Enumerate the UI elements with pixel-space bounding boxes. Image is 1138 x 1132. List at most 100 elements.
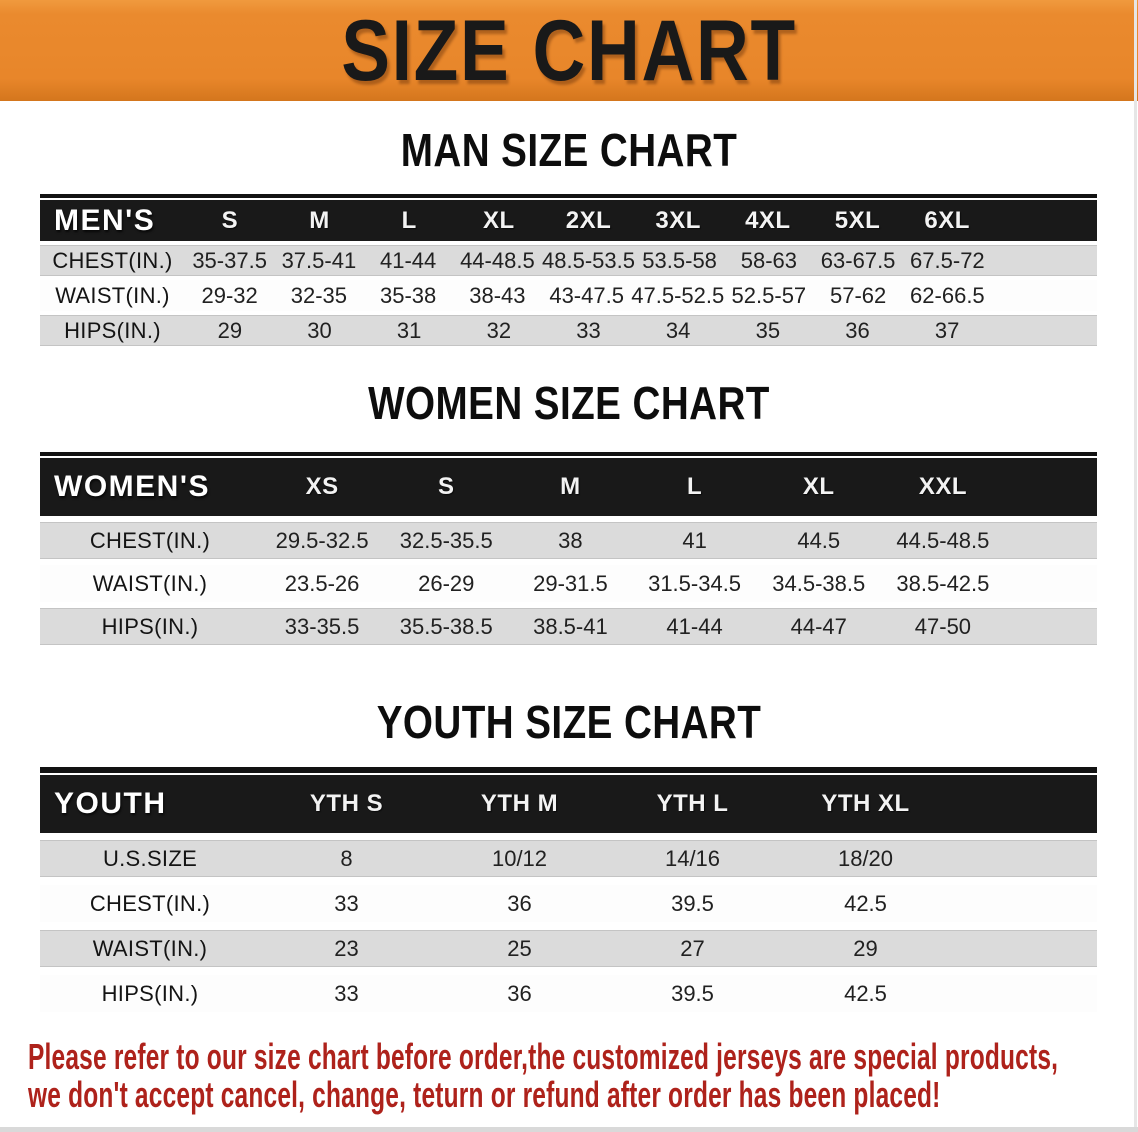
column-header: S [221, 206, 239, 234]
column-header: XS [305, 473, 339, 500]
table-top-border: WOMEN'S XS S M L XL XXL [40, 452, 1097, 516]
disclaimer: Please refer to our size chart before or… [28, 1038, 1138, 1114]
column-header: M [309, 206, 330, 234]
size-value-cell: 29 [217, 317, 243, 343]
column-header: 6XL [924, 206, 970, 234]
size-value-cell: 27 [680, 935, 705, 961]
size-value-cell: 38.5-41 [533, 613, 608, 639]
table-row: CHEST(IN.) 35-37.5 37.5-41 41-44 44-48.5 48.5… [40, 245, 1097, 276]
size-value-cell: 38 [558, 527, 583, 553]
size-value-cell: 44-48.5 [460, 247, 535, 273]
table-header-label: MEN'S [54, 203, 156, 237]
table-header-row: YOUTH YTH S YTH M YTH L YTH XL [40, 775, 1097, 833]
size-value-cell: 32-35 [290, 282, 348, 308]
size-value-cell: 35 [755, 317, 781, 343]
table-header-row: MEN'S S M L XL 2XL 3XL 4XL 5XL 6XL [40, 200, 1097, 241]
size-value-cell: 44.5 [797, 527, 841, 553]
size-value-cell: 33-35.5 [284, 613, 360, 639]
column-header: L [401, 206, 417, 234]
size-value-cell: 41 [682, 527, 707, 553]
column-header: 2XL [565, 206, 612, 234]
women-section-heading: WOMEN SIZE CHART [368, 377, 770, 429]
size-value-cell: 39.5 [671, 980, 714, 1006]
table-top-border: YOUTH YTH S YTH M YTH L YTH XL [40, 767, 1097, 833]
table-row: CHEST(IN.) 29.5-32.5 32.5-35.5 38 41 44.5 44.5… [40, 522, 1097, 559]
table-header-row: WOMEN'S XS S M L XL XXL [40, 458, 1097, 516]
men-section-heading: MAN SIZE CHART [400, 124, 738, 176]
size-value-cell: 42.5 [844, 980, 887, 1006]
size-value-cell: 31 [396, 317, 422, 343]
men-size-table: MEN'S S M L XL 2XL 3XL 4XL 5XL 6XL CHEST(IN.) 35-37… [40, 194, 1097, 346]
size-value-cell: 48.5-53.5 [542, 247, 635, 273]
column-header: S [437, 473, 455, 500]
size-value-cell: 10/12 [491, 845, 548, 871]
size-value-cell: 32.5-35.5 [399, 527, 493, 553]
size-value-cell: 39.5 [671, 890, 714, 916]
size-value-cell: 41-44 [666, 613, 723, 639]
size-value-cell: 29 [853, 935, 878, 961]
row-label: HIPS(IN.) [101, 980, 199, 1006]
column-header: 4XL [745, 206, 791, 234]
table-row: HIPS(IN.) 29 30 31 32 33 34 35 36 37 [40, 315, 1097, 346]
table-row: WAIST(IN.) 29-32 32-35 35-38 38-43 43-47.5 47.… [40, 280, 1097, 311]
size-value-cell: 42.5 [844, 890, 887, 916]
image-edge-bottom [0, 1127, 1138, 1132]
size-value-cell: 62-66.5 [910, 282, 985, 308]
men-size-section: MAN SIZE CHART MEN'S S M L XL 2XL 3XL 4XL 5XL 6XL… [0, 101, 1138, 346]
table-top-border: MEN'S S M L XL 2XL 3XL 4XL 5XL 6XL [40, 194, 1097, 241]
size-value-cell: 47.5-52.5 [631, 282, 725, 308]
size-value-cell: 8 [340, 845, 353, 871]
size-value-cell: 36 [507, 980, 532, 1006]
size-value-cell: 57-62 [829, 282, 887, 308]
size-value-cell: 32 [486, 317, 512, 343]
size-value-cell: 47-50 [914, 613, 972, 639]
size-value-cell: 23.5-26 [284, 570, 360, 596]
row-label: CHEST(IN.) [52, 247, 173, 273]
size-value-cell: 37 [934, 317, 960, 343]
row-label: WAIST(IN.) [92, 570, 208, 596]
banner: SIZE CHART [0, 0, 1138, 101]
size-value-cell: 18/20 [837, 845, 894, 871]
column-header: YTH S [309, 790, 384, 817]
size-value-cell: 41-44 [379, 247, 437, 273]
table-row: CHEST(IN.) 33 36 39.5 42.5 [40, 885, 1097, 922]
column-header: YTH XL [821, 790, 910, 817]
disclaimer-line-1: Please refer to our size chart before or… [28, 1036, 1059, 1077]
women-size-table: WOMEN'S XS S M L XL XXL CHEST(IN.) 29.5-32.5 32.5… [40, 452, 1097, 645]
column-header: XL [482, 206, 515, 234]
column-header: 3XL [655, 206, 701, 234]
row-label: HIPS(IN.) [101, 613, 199, 639]
size-value-cell: 36 [845, 317, 870, 343]
size-value-cell: 33 [334, 980, 359, 1006]
size-value-cell: 44.5-48.5 [896, 527, 990, 553]
banner-title: SIZE CHART [341, 2, 797, 99]
table-header-label: YOUTH [54, 787, 167, 820]
size-value-cell: 33 [576, 317, 601, 343]
size-value-cell: 23 [334, 935, 359, 961]
row-label: U.S.SIZE [102, 845, 198, 871]
size-value-cell: 36 [507, 890, 532, 916]
size-value-cell: 25 [507, 935, 532, 961]
table-row: WAIST(IN.) 23.5-26 26-29 29-31.5 31.5-34.5 34… [40, 565, 1097, 602]
table-row: WAIST(IN.) 23 25 27 29 [40, 930, 1097, 967]
size-value-cell: 63-67.5 [820, 247, 896, 273]
row-label: CHEST(IN.) [89, 890, 211, 916]
column-header: L [686, 473, 703, 500]
size-value-cell: 33 [334, 890, 359, 916]
table-header-label: WOMEN'S [54, 470, 210, 503]
size-value-cell: 29-32 [201, 282, 258, 308]
size-value-cell: 38-43 [469, 282, 526, 308]
size-value-cell: 14/16 [664, 845, 721, 871]
size-value-cell: 31.5-34.5 [648, 570, 742, 596]
size-value-cell: 35-38 [379, 282, 437, 308]
table-row: HIPS(IN.) 33 36 39.5 42.5 [40, 975, 1097, 1012]
size-value-cell: 38.5-42.5 [896, 570, 990, 596]
size-value-cell: 29.5-32.5 [275, 527, 369, 553]
size-value-cell: 44-47 [790, 613, 847, 639]
column-header: M [560, 473, 581, 500]
column-header: XL [802, 473, 835, 500]
size-value-cell: 52.5-57 [731, 282, 807, 308]
row-label: WAIST(IN.) [55, 282, 170, 308]
image-edge-right [1134, 0, 1137, 1132]
